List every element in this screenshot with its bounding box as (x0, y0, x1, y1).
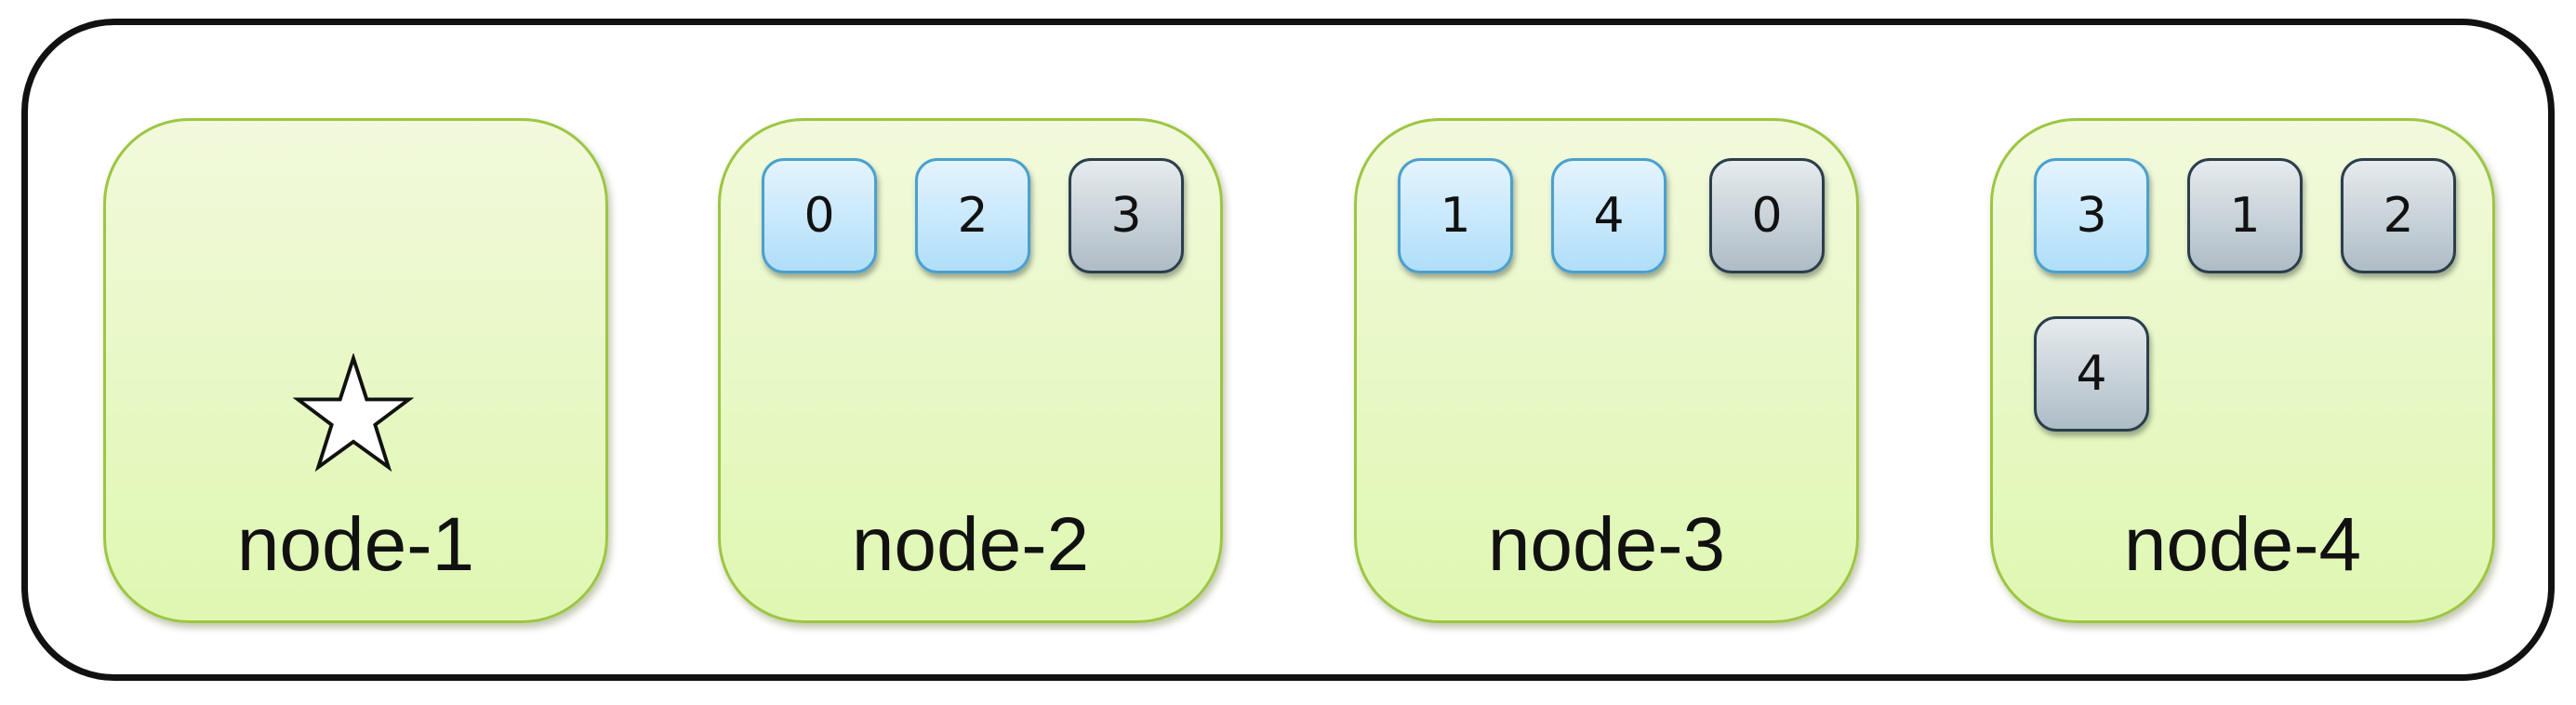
node-1-box: node-1 (103, 118, 608, 623)
shard-replica: 4 (2034, 316, 2149, 432)
shard-replica: 2 (2341, 158, 2456, 273)
node-label: node-1 (236, 502, 475, 587)
shard-primary: 4 (1551, 158, 1666, 273)
node-2-box: 0 2 3 node-2 (718, 118, 1223, 623)
node-label: node-3 (1487, 502, 1726, 587)
shard-replica: 3 (1069, 158, 1184, 273)
shard-replica: 1 (2187, 158, 2303, 273)
shard-primary: 1 (1398, 158, 1513, 273)
node-label: node-4 (2123, 502, 2362, 587)
shard-primary: 2 (915, 158, 1030, 273)
node-3-box: 1 4 0 node-3 (1354, 118, 1859, 623)
shard-replica: 0 (1709, 158, 1825, 273)
node-4-box: 3 1 2 4 node-4 (1990, 118, 2495, 623)
node-label: node-2 (851, 502, 1090, 587)
star-icon (293, 353, 414, 472)
cluster-container: node-1 0 2 3 node-2 1 4 0 node-3 3 1 2 4… (21, 19, 2555, 681)
shard-primary: 3 (2034, 158, 2149, 273)
shard-primary: 0 (762, 158, 877, 273)
